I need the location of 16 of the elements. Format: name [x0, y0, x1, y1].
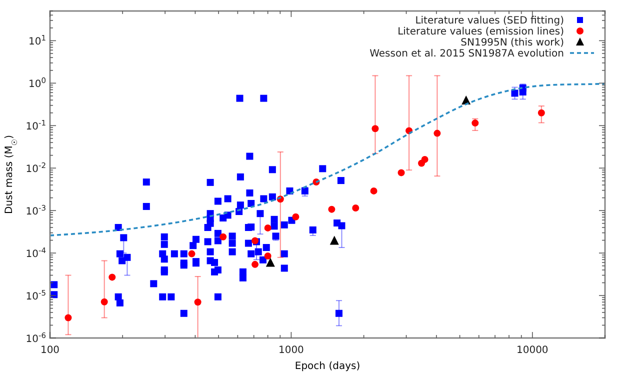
y-tick-label: 10$^{-3}$: [26, 203, 46, 218]
y-tick-label: 10$^{-6}$: [26, 330, 46, 345]
y-tick-label: 10$^{1}$: [28, 33, 46, 48]
y-tick-label: 10$^{-1}$: [26, 118, 46, 133]
x-tick-label: 1000: [278, 345, 304, 356]
legend-label: Literature values (SED fitting): [415, 16, 564, 26]
y-tick-label: 10$^{-2}$: [26, 160, 46, 176]
x-tick-label: 100: [40, 345, 60, 356]
y-tick-label: 10$^{0}$: [28, 76, 46, 90]
y-tick-label: 10$^{-5}$: [26, 288, 46, 303]
legend-label: Literature values (emission lines): [398, 26, 564, 38]
y-tick-label: 10$^{-4}$: [26, 246, 46, 260]
legend-label: SN1995N (this work): [460, 38, 564, 48]
x-tick-label: 10000: [516, 345, 548, 356]
x-axis-title: Epoch (days): [294, 361, 360, 372]
legend-label: Wesson et al. 2015 SN1987A evolution: [370, 48, 564, 60]
